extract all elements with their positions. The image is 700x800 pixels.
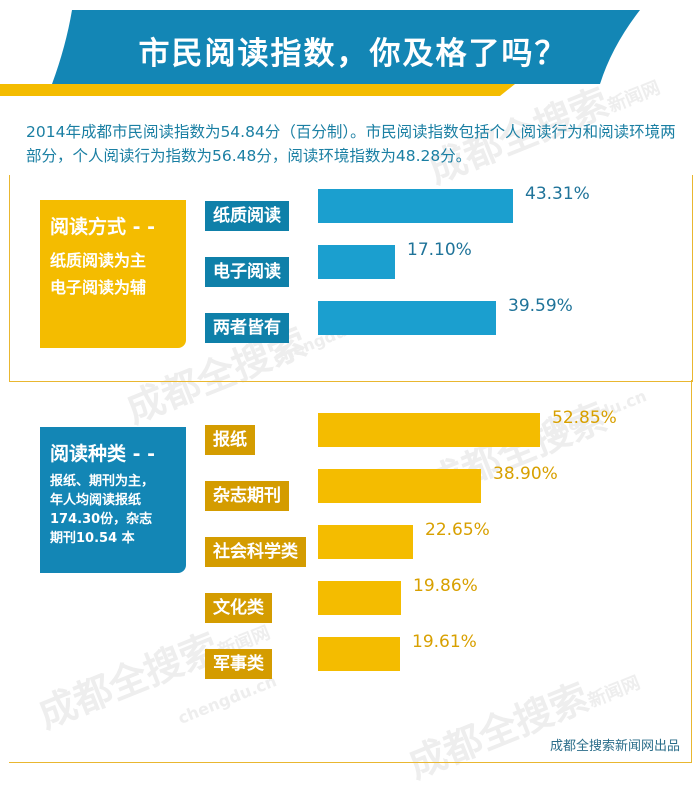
- section2-sub-line: 年人均阅读报纸: [50, 493, 142, 508]
- bar-value-label: 52.85%: [552, 408, 617, 428]
- title-banner: [52, 10, 640, 84]
- section1-title: 阅读方式 - -: [50, 216, 156, 238]
- section2-sub-line: 174.30份，杂志: [50, 512, 153, 527]
- bar-value-label: 38.90%: [493, 464, 558, 484]
- page-title: 市民阅读指数，你及格了吗？: [138, 36, 568, 72]
- bar: [318, 413, 540, 447]
- bar: [318, 189, 513, 223]
- section2-sub-line: 期刊10.54 本: [50, 531, 135, 546]
- credit-text: 成都全搜索新闻网出品: [549, 739, 680, 754]
- bar-category-label: 报纸: [205, 425, 255, 455]
- bar-category-label: 社会科学类: [205, 537, 306, 567]
- bar-category-label: 两者皆有: [205, 313, 289, 343]
- section1-sub-line: 电子阅读为辅: [50, 278, 147, 297]
- bar-value-label: 19.86%: [413, 576, 478, 596]
- bar-value-label: 43.31%: [525, 184, 590, 204]
- section1-sub-line: 纸质阅读为主: [50, 251, 147, 270]
- bar-value-label: 19.61%: [412, 632, 477, 652]
- section2-label: 阅读种类 - - 报纸、期刊为主， 年人均阅读报纸 174.30份，杂志 期刊1…: [40, 427, 186, 573]
- intro-text: 2014年成都市民阅读指数为54.84分（百分制）。市民阅读指数包括个人阅读行为…: [26, 123, 676, 165]
- bar: [318, 245, 395, 279]
- bar: [318, 469, 481, 503]
- section2-sub-line: 报纸、期刊为主，: [50, 474, 155, 489]
- section1-label: 阅读方式 - - 纸质阅读为主 电子阅读为辅: [40, 200, 186, 348]
- bar-category-label: 文化类: [205, 593, 272, 623]
- bar-value-label: 22.65%: [425, 520, 490, 540]
- section2-frame: [9, 380, 692, 763]
- bar: [318, 525, 413, 559]
- bar: [318, 301, 496, 335]
- bar-category-label: 军事类: [205, 649, 272, 679]
- title-underline: [0, 84, 515, 96]
- bar-value-label: 17.10%: [407, 240, 472, 260]
- section1-frame: [9, 175, 693, 382]
- bar-category-label: 纸质阅读: [205, 201, 289, 231]
- bar: [318, 637, 400, 671]
- bar-category-label: 电子阅读: [205, 257, 289, 287]
- section2-title: 阅读种类 - -: [50, 443, 156, 465]
- bar-value-label: 39.59%: [508, 296, 573, 316]
- bar-category-label: 杂志期刊: [205, 481, 289, 511]
- bar: [318, 581, 401, 615]
